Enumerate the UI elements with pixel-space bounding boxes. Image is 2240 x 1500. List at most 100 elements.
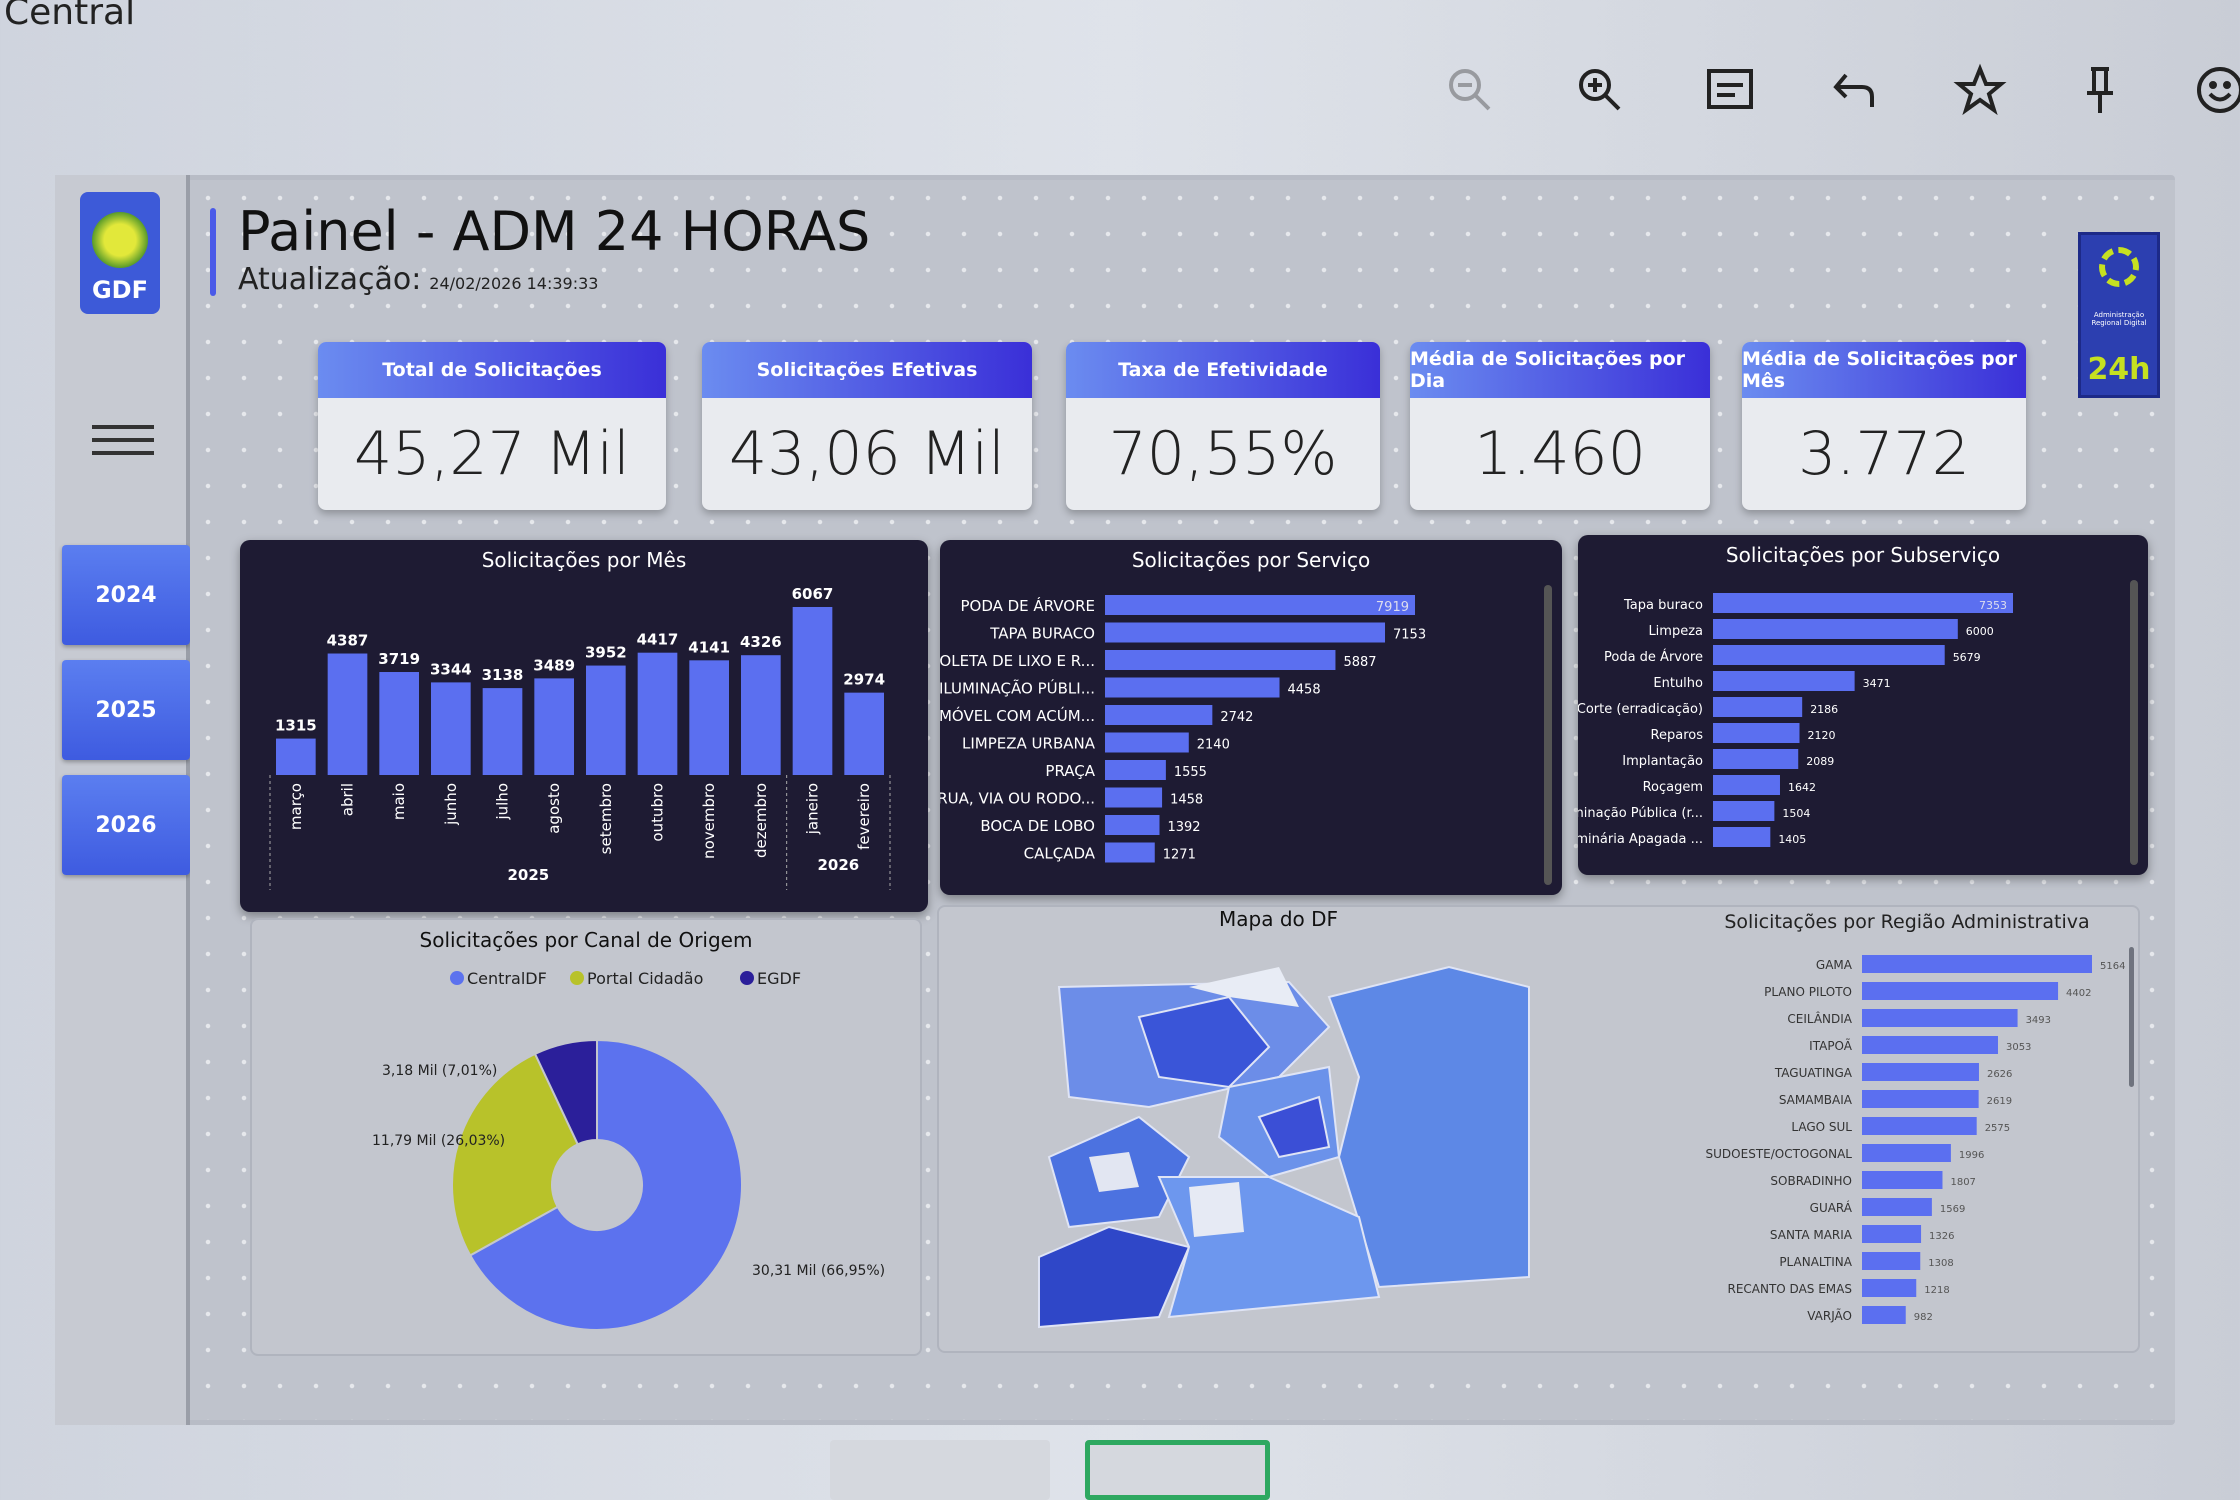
sun-moon-icon (2099, 247, 2139, 287)
category-label: SUDOESTE/OCTOGONAL (1706, 1147, 1853, 1161)
x-tick-label: maio (390, 783, 408, 820)
data-label: 2089 (1806, 755, 1834, 768)
bar (534, 678, 574, 775)
kpi-label: Média de Solicitações por Mês (1742, 342, 2026, 398)
bar (379, 672, 419, 775)
data-label: 2619 (1987, 1096, 2012, 1107)
donut-slice (451, 1052, 580, 1257)
data-label: 1555 (1174, 765, 1207, 780)
data-label: 2140 (1197, 738, 1230, 753)
star-icon[interactable] (1950, 60, 2010, 120)
data-label: 1405 (1778, 833, 1806, 846)
category-label: PLANALTINA (1779, 1255, 1852, 1269)
kpi-label: Total de Solicitações (318, 342, 666, 398)
data-label: 5164 (2100, 961, 2125, 972)
bar (1713, 749, 1799, 769)
bar (1862, 1090, 1979, 1108)
zoom-out-icon[interactable] (1440, 60, 1500, 120)
bar (327, 653, 368, 775)
update-value: 24/02/2026 14:39:33 (429, 274, 599, 293)
bar (844, 692, 884, 775)
channel-donut-chart: CentralDF Portal Cidadão EGDF 30,31 Mil (66… (372, 969, 885, 1331)
comment-icon[interactable] (1700, 60, 1760, 120)
year-button-2026[interactable]: 2026 (62, 775, 190, 875)
category-label: PODA DE ÁRVORE (960, 596, 1095, 615)
year-label: 2025 (507, 866, 549, 884)
bar (276, 738, 316, 775)
bar (586, 665, 626, 775)
kpi-label: Média de Solicitações por Dia (1410, 342, 1710, 398)
bar (1105, 705, 1213, 725)
data-label: 1315 (275, 717, 317, 735)
data-label: 4458 (1288, 683, 1321, 698)
category-label: Iluminação Pública (r... (1578, 806, 1703, 821)
category-label: GAMA (1816, 958, 1853, 972)
page-thumbnail-2-active[interactable] (1085, 1440, 1270, 1500)
bar (1862, 1306, 1906, 1324)
category-label: SAMAMBAIA (1779, 1093, 1853, 1107)
kpi-media-dia: Média de Solicitações por Dia 1.460 (1410, 342, 1710, 510)
zoom-in-icon[interactable] (1570, 60, 1630, 120)
df-map[interactable] (1029, 957, 1649, 1337)
kpi-value: 43,06 Mil (729, 419, 1005, 489)
x-tick-label: janeiro (804, 783, 822, 835)
region-bar-chart: GAMA 5164 PLANO PILOTO 4402 CEILÂNDIA 3493 ITA… (1706, 955, 2125, 1324)
map-region[interactable] (1327, 965, 1530, 1289)
kpi-value: 1.460 (1474, 419, 1646, 489)
monthly-bar-chart: 1315 março 4387 abril 3719 maio 3344 junho 3138 j… (269, 585, 891, 890)
data-label: 5679 (1953, 651, 1981, 664)
bar (1862, 1225, 1922, 1243)
x-tick-label: novembro (700, 783, 718, 859)
map-region[interactable] (1189, 967, 1299, 1007)
scrollbar[interactable] (2129, 947, 2134, 1087)
chart-title: Solicitações por Mês (481, 548, 687, 572)
page-thumbnail-1[interactable] (830, 1440, 1050, 1500)
kpi-media-mes: Média de Solicitações por Mês 3.772 (1742, 342, 2026, 510)
map-region[interactable] (1189, 1182, 1244, 1237)
scrollbar[interactable] (2130, 580, 2138, 865)
category-label: IMÓVEL COM ACÚM... (940, 706, 1095, 725)
data-label: 1392 (1167, 820, 1200, 835)
scrollbar[interactable] (1544, 585, 1552, 885)
bar (1862, 1279, 1917, 1297)
map-region[interactable] (1089, 1152, 1139, 1192)
map-region[interactable] (1038, 1225, 1191, 1329)
legend-marker (740, 971, 754, 985)
bar (1105, 595, 1415, 615)
bar (431, 682, 471, 775)
chart-subservice: Solicitações por Subserviço Tapa buraco 7… (1578, 535, 2148, 875)
kpi-value: 70,55% (1108, 419, 1338, 489)
map-title: Mapa do DF (1219, 907, 1339, 931)
data-label: 3344 (430, 660, 472, 678)
data-label: 6000 (1966, 625, 1994, 638)
donut-slice (468, 1038, 743, 1331)
map-region-panel: Mapa do DF Solicitações por Região Admin… (937, 905, 2140, 1353)
bar (1862, 955, 2092, 973)
category-label: Poda de Árvore (1604, 649, 1703, 665)
pin-icon[interactable] (2070, 60, 2130, 120)
smiley-icon[interactable] (2190, 60, 2240, 120)
bar (1713, 697, 1803, 717)
bar (1713, 645, 1945, 665)
category-label: COLETA DE LIXO E R... (940, 652, 1095, 670)
undo-icon[interactable] (1825, 60, 1885, 120)
data-label: 1218 (1924, 1285, 1949, 1296)
year-button-2024[interactable]: 2024 (62, 545, 190, 645)
chart-channel: Solicitações por Canal de Origem Central… (250, 918, 922, 1356)
bar (1713, 723, 1800, 743)
bar (741, 655, 781, 775)
x-tick-label: setembro (597, 783, 615, 854)
bar (792, 606, 833, 775)
title-accent (210, 208, 216, 296)
bar (1105, 842, 1155, 863)
hamburger-menu-icon[interactable] (92, 425, 154, 455)
year-button-2025[interactable]: 2025 (62, 660, 190, 760)
category-label: LIMPEZA URBANA (962, 735, 1096, 753)
bar (1105, 677, 1280, 698)
data-label: 1271 (1163, 848, 1196, 863)
category-label: Entulho (1653, 676, 1703, 691)
data-label: 3952 (585, 644, 627, 662)
map-region[interactable] (1137, 995, 1271, 1089)
map-region[interactable] (1257, 1095, 1331, 1159)
bar (1862, 982, 2059, 1000)
